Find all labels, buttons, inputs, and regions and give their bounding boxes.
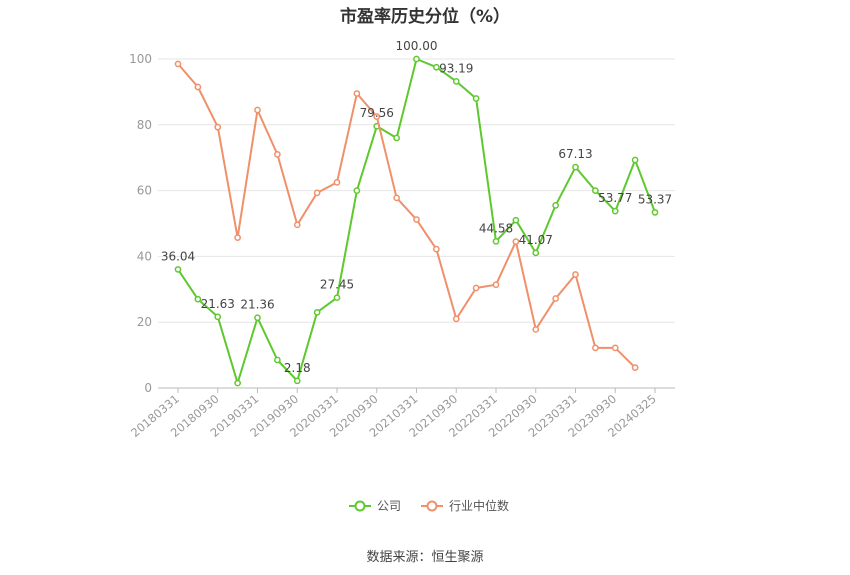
data-point	[631, 156, 639, 164]
data-point	[293, 377, 301, 385]
data-point	[214, 313, 222, 321]
legend-marker	[354, 500, 366, 512]
data-point	[592, 187, 599, 194]
data-point	[234, 379, 241, 387]
data-label: 53.77	[598, 191, 632, 205]
data-label: 53.37	[638, 192, 672, 206]
data-point	[274, 356, 281, 364]
data-point	[353, 187, 361, 194]
data-label: 44.58	[479, 221, 513, 235]
data-point	[611, 344, 619, 352]
data-point	[214, 123, 222, 131]
data-label: 27.45	[320, 278, 354, 292]
legend-marker	[426, 500, 438, 512]
data-point	[532, 249, 540, 257]
y-tick-label: 60	[137, 184, 152, 198]
data-point	[651, 209, 659, 216]
data-point	[512, 216, 520, 224]
legend-label: 公司	[377, 499, 401, 513]
data-point	[592, 344, 599, 352]
data-point	[234, 234, 241, 241]
data-point	[492, 281, 500, 289]
data-point	[433, 63, 440, 71]
legend-label: 行业中位数	[449, 498, 509, 513]
data-point	[333, 294, 341, 302]
data-point	[413, 216, 420, 223]
data-point	[452, 315, 460, 323]
y-tick-label: 40	[137, 249, 152, 263]
data-point	[393, 134, 400, 142]
chart-title: 市盈率历史分位（%）	[339, 7, 511, 27]
data-point	[194, 295, 202, 303]
data-point	[512, 238, 520, 245]
data-label: 93.19	[439, 61, 473, 75]
data-label: 41.07	[519, 233, 553, 247]
data-point	[333, 179, 341, 186]
data-point	[552, 295, 559, 302]
data-label: 67.13	[558, 147, 592, 161]
data-point	[194, 83, 202, 91]
data-point	[274, 151, 281, 158]
series-lines	[174, 55, 659, 387]
series-line-industry	[177, 63, 636, 369]
data-label: 100.00	[396, 39, 438, 53]
data-point	[254, 314, 261, 322]
data-label: 36.04	[161, 249, 195, 263]
y-tick-label: 0	[144, 381, 152, 395]
y-tick-label: 80	[137, 118, 152, 132]
source-note: 数据来源：恒生聚源	[366, 550, 484, 565]
data-point	[532, 326, 540, 333]
data-point	[572, 271, 579, 278]
data-point	[472, 284, 480, 292]
data-label: 79.56	[360, 106, 394, 120]
data-label: 21.63	[201, 297, 235, 311]
legend: 公司 行业中位数	[349, 498, 509, 513]
data-point	[353, 90, 361, 97]
data-point	[452, 78, 460, 85]
data-point	[413, 55, 420, 63]
data-point	[293, 221, 301, 229]
data-point	[174, 266, 182, 273]
y-tick-label: 100	[129, 52, 152, 66]
data-point	[611, 207, 619, 215]
data-point	[433, 245, 440, 253]
y-tick-label: 20	[137, 315, 152, 329]
data-point	[373, 113, 381, 120]
data-labels: 36.04 21.63 21.36 2.18 27.45 79.56 100.0093.19…	[161, 39, 672, 375]
data-point	[492, 237, 500, 245]
data-point	[631, 364, 639, 371]
data-point	[254, 106, 261, 114]
data-point	[472, 95, 480, 102]
data-label: 2.18	[284, 361, 311, 375]
data-label: 21.36	[240, 298, 274, 312]
data-point	[174, 60, 182, 68]
data-point	[393, 194, 400, 202]
data-point	[313, 189, 321, 197]
data-point	[313, 308, 321, 316]
data-point	[552, 202, 559, 209]
data-point	[572, 163, 579, 171]
